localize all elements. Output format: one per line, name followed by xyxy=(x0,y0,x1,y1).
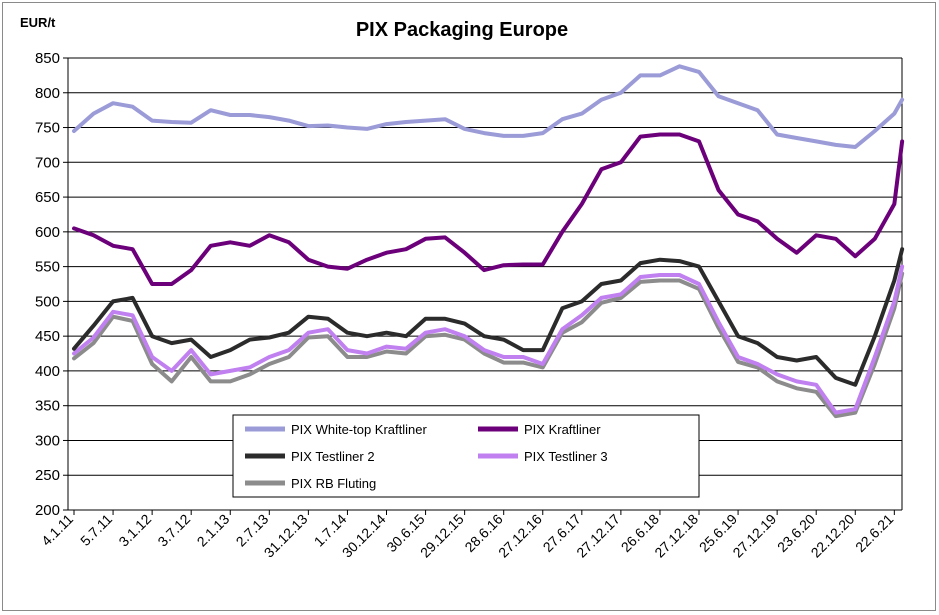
y-tick-label: 600 xyxy=(35,224,60,241)
y-tick-label: 250 xyxy=(35,467,60,484)
x-tick-label: 22.6.21 xyxy=(852,511,896,555)
legend-label: PIX Kraftliner xyxy=(524,422,601,437)
x-tick-label: 27.12.19 xyxy=(729,511,779,561)
y-axis-unit: EUR/t xyxy=(20,15,56,30)
y-tick-label: 300 xyxy=(35,432,60,449)
y-tick-label: 750 xyxy=(35,120,60,137)
y-tick-label: 200 xyxy=(35,502,60,519)
series-line-5 xyxy=(72,271,905,419)
series-line-1 xyxy=(72,64,905,149)
legend-box xyxy=(232,414,700,498)
x-tick-label: 5.7.11 xyxy=(77,511,115,549)
x-tick-label: 3.1.12 xyxy=(115,511,154,550)
series-line-2 xyxy=(72,132,905,286)
series-line-3 xyxy=(72,247,905,387)
x-tick-label: 30.12.14 xyxy=(339,511,389,561)
legend-label: PIX RB Fluting xyxy=(291,476,376,491)
y-tick-label: 700 xyxy=(35,154,60,171)
x-tick-label: 31.12.13 xyxy=(261,511,311,561)
x-tick-label: 27.12.18 xyxy=(651,511,701,561)
x-tick-label: 27.12.16 xyxy=(495,511,545,561)
chart-title: PIX Packaging Europe xyxy=(356,19,568,41)
y-tick-label: 500 xyxy=(35,293,60,310)
axes xyxy=(63,57,903,515)
y-tick-label: 400 xyxy=(35,363,60,380)
x-tick-label: 27.12.17 xyxy=(573,511,623,561)
legend-label: PIX Testliner 3 xyxy=(524,449,608,464)
y-tick-label: 800 xyxy=(35,85,60,102)
y-tick-labels: 200 250 300 350 400 450 500 550 600 650 700 750 800 8… xyxy=(35,50,60,519)
series-lines xyxy=(72,64,905,419)
legend-label: PIX Testliner 2 xyxy=(291,449,375,464)
legend: PIX White-top Kraftliner PIX Kraftliner PI… xyxy=(232,414,700,498)
y-tick-label: 350 xyxy=(35,398,60,415)
x-tick-label: 2.1.13 xyxy=(194,511,233,550)
legend-label: PIX White-top Kraftliner xyxy=(291,422,427,437)
y-tick-label: 450 xyxy=(35,328,60,345)
x-tick-label: 3.7.12 xyxy=(154,511,193,550)
series-line-4 xyxy=(72,264,905,415)
y-tick-label: 650 xyxy=(35,189,60,206)
y-tick-label: 550 xyxy=(35,259,60,276)
x-tick-label: 22.12.20 xyxy=(808,511,858,561)
x-tick-label: 29.12.15 xyxy=(417,511,467,561)
x-tick-labels: 4.1.11 5.7.11 3.1.12 3.7.12 2.1.13 2.7.1331.1… xyxy=(38,511,897,561)
y-tick-label: 850 xyxy=(35,50,60,67)
